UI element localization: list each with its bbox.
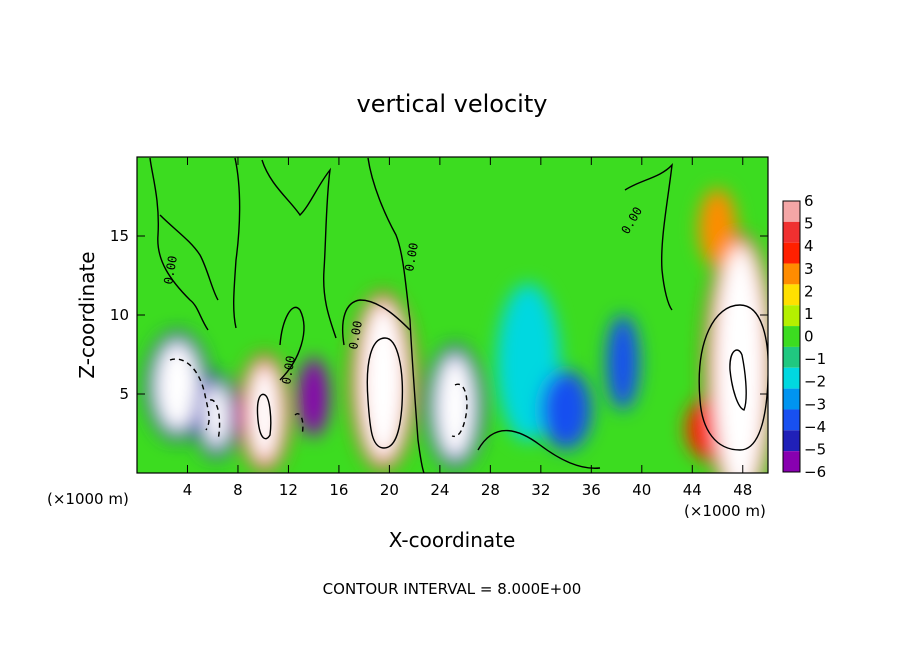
zero-contour-line — [342, 299, 411, 346]
zero-contour-line — [261, 159, 337, 339]
contour-label: 0.00 — [346, 320, 365, 351]
colorbar-swatch — [783, 326, 800, 347]
x-tick-label: 32 — [531, 481, 550, 499]
field-cell — [298, 357, 329, 437]
colorbar-label: 1 — [804, 305, 814, 323]
colorbar-swatch — [783, 242, 800, 264]
x-tick-label: 20 — [380, 481, 399, 499]
x-tick-label: 36 — [582, 481, 601, 499]
field-cell — [606, 315, 640, 410]
colorbar-label: 4 — [804, 237, 814, 255]
inner-contour-line — [256, 393, 272, 440]
colorbar-label: −1 — [804, 350, 826, 368]
field-cell — [360, 302, 406, 461]
x-tick-label: 12 — [279, 481, 298, 499]
y-axis-label: Z-coordinate — [75, 251, 99, 378]
y-tick-label: 5 — [119, 385, 129, 403]
zero-contours — [149, 157, 768, 473]
field-cell — [155, 341, 199, 431]
colorbar-label: 3 — [804, 260, 814, 278]
zero-contour-line — [279, 306, 305, 381]
field-cell — [713, 243, 767, 473]
zero-contour-line — [477, 429, 601, 469]
colorbar: 6 5 4 3 2 1 0 −1 −2 −3 −4 −5 −6 — [782, 192, 826, 481]
colorbar-swatch — [783, 221, 800, 243]
field-cell — [203, 384, 230, 448]
zero-contour-line — [159, 214, 219, 301]
inner-contour-line — [729, 349, 747, 411]
field-cell — [436, 355, 474, 458]
colorbar-frame — [782, 200, 801, 473]
y-tick-label: 10 — [110, 306, 129, 324]
colorbar-swatch — [783, 388, 800, 410]
x-tick-label: 40 — [632, 481, 651, 499]
x-tick-label: 28 — [481, 481, 500, 499]
chart-title: vertical velocity — [357, 90, 548, 118]
colorbar-label: −2 — [804, 373, 826, 391]
colorbar-swatch — [783, 263, 800, 285]
contour-interval-note: CONTOUR INTERVAL = 8.000E+00 — [323, 580, 582, 598]
colorbar-swatch — [783, 305, 800, 327]
colorbar-swatch — [783, 201, 800, 222]
field-cell — [698, 188, 737, 268]
inner-contour-line — [366, 337, 404, 449]
x-tick-label: 44 — [683, 481, 702, 499]
x-unit-label-left: (×1000 m) — [47, 490, 129, 508]
zero-contour-line — [149, 157, 209, 331]
colorbar-label: −3 — [804, 395, 826, 413]
colorbar-swatch — [783, 346, 800, 368]
field-cell — [248, 363, 281, 462]
contour-label: 0.00 — [402, 242, 421, 273]
contour-labels: 0.00 0.00 0.00 0.00 0.00 — [161, 204, 645, 385]
colorbar-swatch — [783, 409, 800, 431]
colorbar-label: 6 — [804, 192, 814, 210]
zero-contour-line — [232, 157, 241, 329]
x-axis-ticks: 4 8 12 16 20 24 28 32 36 40 44 48 — [183, 157, 752, 499]
colorbar-swatch — [783, 430, 800, 452]
x-tick-label: 4 — [183, 481, 193, 499]
x-tick-label: 48 — [733, 481, 752, 499]
colorbar-label: −4 — [804, 418, 826, 436]
x-tick-label: 8 — [233, 481, 243, 499]
colorbar-swatch — [783, 367, 800, 389]
colorbar-label: −6 — [804, 463, 826, 481]
y-tick-label: 15 — [110, 227, 129, 245]
negative-contour-line — [209, 399, 221, 441]
inner-contour-line — [698, 304, 768, 451]
field-cells — [145, 188, 768, 473]
colorbar-swatch — [783, 284, 800, 306]
x-tick-label: 24 — [430, 481, 449, 499]
contour-label: 0.00 — [161, 255, 180, 286]
zero-contour-line — [624, 162, 673, 311]
colorbar-label: 0 — [804, 328, 814, 346]
colorbar-label: 5 — [804, 215, 814, 233]
field-cell — [540, 370, 592, 450]
plot-area: 0.00 0.00 0.00 0.00 0.00 — [136, 156, 769, 474]
x-unit-label-right: (×1000 m) — [684, 502, 766, 520]
colorbar-label: −5 — [804, 440, 826, 458]
contour-label: 0.00 — [279, 355, 298, 386]
y-axis-ticks: 5 10 15 — [110, 227, 768, 403]
colorbar-swatch — [783, 451, 800, 472]
negative-contour-line — [294, 413, 304, 436]
zero-contour-line — [367, 157, 425, 473]
colorbar-label: 2 — [804, 282, 814, 300]
negative-contour-line — [169, 358, 210, 431]
x-axis-label: X-coordinate — [389, 528, 516, 552]
x-tick-label: 16 — [329, 481, 348, 499]
